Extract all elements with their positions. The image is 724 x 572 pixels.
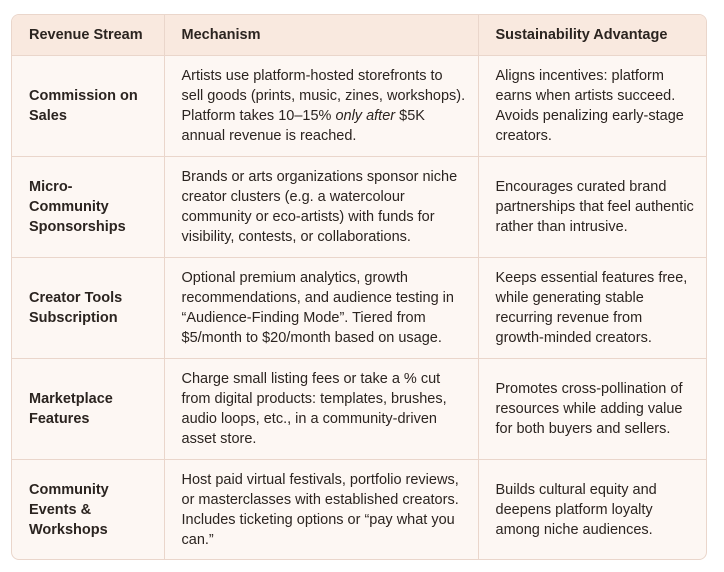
table-cell: Aligns incentives: platform earns when a…: [478, 55, 706, 157]
table-cell: Brands or arts organizations sponsor nic…: [164, 156, 479, 258]
table-cell: Host paid virtual festivals, portfolio r…: [164, 459, 479, 559]
row-label: Creator Tools Subscription: [12, 257, 165, 359]
table-cell: Encourages curated brand partnerships th…: [478, 156, 706, 258]
header-cell: Revenue Stream: [12, 15, 165, 56]
table-row: Micro-Community Sponsorships Brands or ar…: [12, 156, 706, 258]
table-frame: Revenue Stream Mechanism Sustainability Ad…: [11, 14, 707, 560]
table-row: Creator Tools Subscription Optional premi…: [12, 257, 706, 359]
cell-text: $5K annual revenue is reached.: [181, 108, 425, 144]
cell-text: Artists use platform-hosted storefronts …: [181, 68, 466, 124]
table-cell: Optional premium analytics, growth recom…: [164, 257, 479, 359]
table-cell: Promotes cross-pollination of resources …: [478, 358, 706, 460]
table-cell: Charge small listing fees or take a % cu…: [164, 358, 479, 460]
header-cell: Mechanism: [164, 15, 479, 56]
cell-emphasis: only after: [335, 108, 396, 124]
table-row: Commission on Sales Artists use platform-…: [12, 55, 706, 157]
row-label: Marketplace Features: [12, 358, 165, 460]
row-label: Micro-Community Sponsorships: [12, 156, 165, 258]
table-cell: Artists use platform-hosted storefronts …: [164, 55, 479, 157]
row-label: Commission on Sales: [12, 55, 165, 157]
revenue-table: Revenue Stream Mechanism Sustainability Ad…: [12, 15, 706, 559]
header-cell: Sustainability Advantage: [478, 15, 706, 56]
row-label: Community Events & Workshops: [12, 459, 165, 559]
table-row: Community Events & Workshops Host paid vi…: [12, 459, 706, 559]
table-body: Commission on Sales Artists use platform-…: [12, 55, 706, 559]
table-cell: Keeps essential features free, while gen…: [478, 257, 706, 359]
table-cell: Builds cultural equity and deepens platf…: [495, 482, 657, 538]
table-row: Marketplace Features Charge small listing…: [12, 358, 706, 460]
header-row: Revenue Stream Mechanism Sustainability Ad…: [12, 15, 706, 56]
